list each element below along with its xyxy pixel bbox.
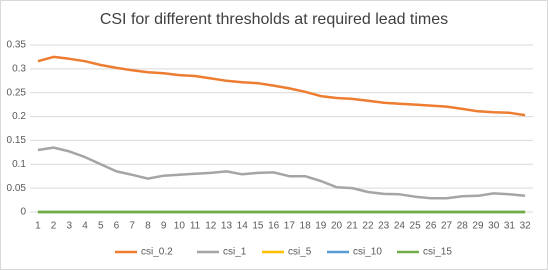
- legend-label: csi_0.2: [141, 247, 173, 258]
- x-tick-label: 20: [331, 221, 343, 232]
- x-tick-label: 5: [98, 221, 104, 232]
- legend-label: csi_1: [223, 247, 247, 258]
- x-tick-label: 25: [410, 221, 422, 232]
- x-tick-label: 15: [252, 221, 264, 232]
- x-tick-label: 1: [35, 221, 41, 232]
- y-tick-label: 0.2: [12, 111, 26, 122]
- x-tick-label: 22: [362, 221, 374, 232]
- series-line: [37, 55, 526, 117]
- x-tick-label: 12: [205, 221, 217, 232]
- x-tick-label: 28: [457, 221, 469, 232]
- y-tick-label: 0.35: [7, 40, 27, 51]
- x-tick-label: 10: [174, 221, 186, 232]
- y-tick-label: 0.1: [12, 159, 26, 170]
- y-tick-label: 0: [20, 207, 26, 218]
- y-tick-label: 0.25: [7, 87, 27, 98]
- x-tick-label: 7: [129, 221, 135, 232]
- x-tick-label: 9: [161, 221, 167, 232]
- x-tick-label: 8: [145, 221, 151, 232]
- x-tick-label: 29: [472, 221, 484, 232]
- x-tick-label: 14: [237, 221, 249, 232]
- x-tick-label: 23: [378, 221, 390, 232]
- legend-label: csi_10: [353, 247, 382, 258]
- x-tick-label: 31: [504, 221, 516, 232]
- x-tick-label: 11: [190, 221, 201, 232]
- x-tick-label: 3: [67, 221, 73, 232]
- legend-label: csi_15: [423, 247, 452, 258]
- x-tick-label: 18: [300, 221, 312, 232]
- series-line: [37, 146, 526, 200]
- x-tick-label: 13: [221, 221, 233, 232]
- x-tick-label: 24: [394, 221, 406, 232]
- x-tick-label: 26: [425, 221, 437, 232]
- x-tick-label: 17: [284, 221, 296, 232]
- x-tick-label: 4: [82, 221, 88, 232]
- legend-label: csi_5: [288, 247, 312, 258]
- y-tick-label: 0.3: [12, 63, 26, 74]
- x-tick-label: 21: [347, 221, 359, 232]
- y-tick-label: 0.15: [7, 135, 27, 146]
- x-tick-label: 2: [51, 221, 57, 232]
- y-tick-label: 0.05: [7, 183, 27, 194]
- x-tick-label: 16: [268, 221, 280, 232]
- chart-title: CSI for different thresholds at required…: [100, 11, 448, 28]
- x-tick-label: 30: [488, 221, 500, 232]
- x-tick-label: 19: [315, 221, 327, 232]
- x-tick-label: 32: [520, 221, 532, 232]
- x-tick-label: 27: [441, 221, 453, 232]
- x-tick-label: 6: [114, 221, 120, 232]
